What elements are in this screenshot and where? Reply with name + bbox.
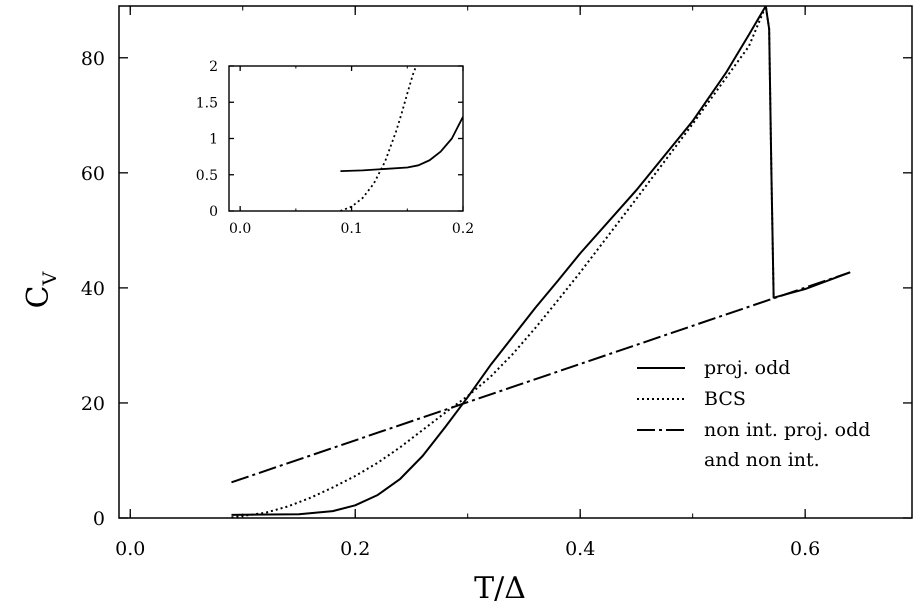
- y-axis-label-main: C: [21, 285, 56, 308]
- axis-labels: T/Δ CV: [21, 271, 526, 606]
- legend-label-solid: proj. odd: [704, 357, 790, 379]
- main-y-tick-label: 80: [81, 48, 105, 70]
- main-y-tick-label: 0: [93, 508, 105, 530]
- x-axis-label: T/Δ: [474, 571, 526, 606]
- inset-y-tick-label: 1.5: [196, 95, 218, 111]
- legend-label-dashdot-line2: and non int.: [704, 449, 820, 471]
- main-series-dashdot: [231, 271, 851, 484]
- main-x-tick-label: 0.6: [790, 538, 820, 560]
- legend-label-dashdot: non int. proj. odd: [704, 419, 870, 441]
- main-y-tick-label: 40: [81, 278, 105, 300]
- inset-y-tick-label: 0.5: [196, 168, 218, 184]
- inset-frame: [228, 65, 464, 212]
- inset-y-tick-label: 1: [209, 132, 218, 148]
- main-y-tick-label: 60: [81, 163, 105, 185]
- main-y-tick-label: 20: [81, 393, 105, 415]
- legend: proj. odd BCS non int. proj. odd and non in…: [637, 357, 870, 471]
- inset-plot: 0.0 0.1 0.2 0 0.5 1 1.5 2: [196, 59, 474, 237]
- main-x-tick-label: 0.4: [565, 538, 595, 560]
- inset-y-tick-label: 0: [209, 204, 218, 220]
- inset-series-dotted: [340, 66, 418, 211]
- main-x-tick-label: 0.0: [115, 538, 145, 560]
- inset-y-tick-label: 2: [209, 59, 218, 75]
- inset-x-tick-label: 0.0: [229, 221, 251, 237]
- main-series-dotted: [231, 6, 775, 518]
- inset-series-solid: [340, 116, 463, 173]
- main-frame: [118, 5, 913, 519]
- main-x-tick-label: 0.2: [340, 538, 370, 560]
- inset-x-tick-label: 0.1: [340, 221, 362, 237]
- legend-label-dotted: BCS: [704, 388, 746, 410]
- inset-x-tick-label: 0.2: [452, 221, 474, 237]
- y-axis-label-sub: V: [39, 271, 61, 286]
- y-axis-label: CV: [21, 271, 61, 308]
